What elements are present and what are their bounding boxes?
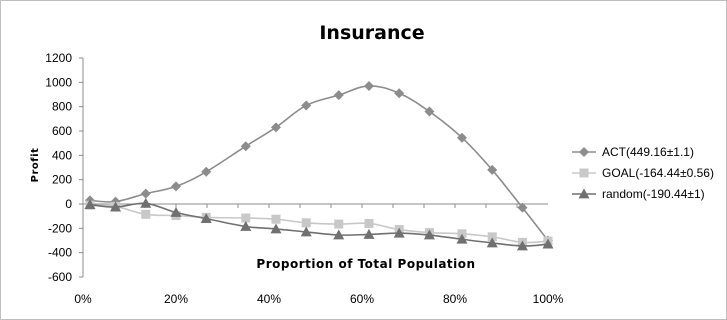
series-diamond <box>84 80 553 246</box>
data-point <box>393 227 405 238</box>
data-point <box>271 214 281 224</box>
data-point <box>140 197 152 208</box>
y-axis-label: Profit <box>30 148 41 183</box>
y-tick-label: -600 <box>48 270 72 284</box>
data-point <box>240 141 251 152</box>
data-point <box>456 132 467 143</box>
x-tick-label: 0% <box>74 292 92 306</box>
x-tick-label: 40% <box>257 292 281 306</box>
x-tick-label: 100% <box>533 292 564 306</box>
series-triangle <box>84 197 554 251</box>
data-point <box>270 223 282 234</box>
data-point <box>301 100 312 111</box>
chart-title: Insurance <box>319 22 424 44</box>
y-tick-label: -400 <box>48 246 72 260</box>
data-point <box>333 90 344 101</box>
data-point <box>542 238 554 249</box>
series-line <box>89 85 549 241</box>
x-axis-label: Proportion of Total Population <box>256 257 475 271</box>
data-point <box>363 228 375 239</box>
data-point <box>394 88 405 99</box>
plot-area <box>84 80 554 251</box>
y-tick-label: 200 <box>52 173 72 187</box>
x-tick-label: 60% <box>350 292 374 306</box>
data-point <box>364 218 374 228</box>
legend-label: ACT(449.16±1.1) <box>602 145 694 159</box>
data-point <box>424 106 435 117</box>
x-tick-label: 20% <box>164 292 188 306</box>
data-point <box>486 237 498 248</box>
data-point <box>171 181 181 192</box>
data-point <box>333 229 345 240</box>
y-tick-label: 600 <box>52 124 72 138</box>
data-point <box>140 188 151 199</box>
legend-label: GOAL(-164.44±0.56) <box>602 166 714 180</box>
data-point <box>487 232 497 242</box>
data-point <box>516 240 528 251</box>
legend-marker <box>579 168 589 178</box>
data-point <box>201 166 212 177</box>
data-point <box>84 199 96 210</box>
data-point <box>487 164 498 175</box>
data-point <box>170 207 182 217</box>
data-point <box>110 201 122 212</box>
data-point <box>270 122 281 133</box>
data-point <box>200 213 212 223</box>
y-tick-label: 800 <box>52 100 72 114</box>
legend-label: random(-190.44±1) <box>602 187 705 201</box>
legend-marker <box>578 188 590 199</box>
x-tick-label: 80% <box>443 292 467 306</box>
legend-entry: random(-190.44±1) <box>572 187 705 201</box>
legend-entry: ACT(449.16±1.1) <box>572 145 694 159</box>
data-point <box>517 202 528 213</box>
y-tick-label: 1000 <box>45 75 72 89</box>
data-point <box>240 221 252 231</box>
data-point <box>334 219 344 229</box>
series-line <box>89 204 549 244</box>
data-point <box>456 233 468 244</box>
y-tick-label: -200 <box>48 221 72 235</box>
legend: ACT(449.16±1.1) GOAL(-164.44±0.56) random(… <box>572 145 714 201</box>
data-point <box>423 229 435 240</box>
y-tick-label: 0 <box>65 197 72 211</box>
data-point <box>301 218 311 228</box>
y-tick-label: 400 <box>52 148 72 162</box>
data-point <box>141 209 151 219</box>
series-line <box>89 202 549 247</box>
data-point <box>300 226 312 237</box>
y-tick-label: 1200 <box>45 51 72 65</box>
data-point <box>241 213 251 223</box>
legend-entry: GOAL(-164.44±0.56) <box>572 166 714 180</box>
legend-marker <box>579 147 589 157</box>
data-point <box>363 80 374 91</box>
